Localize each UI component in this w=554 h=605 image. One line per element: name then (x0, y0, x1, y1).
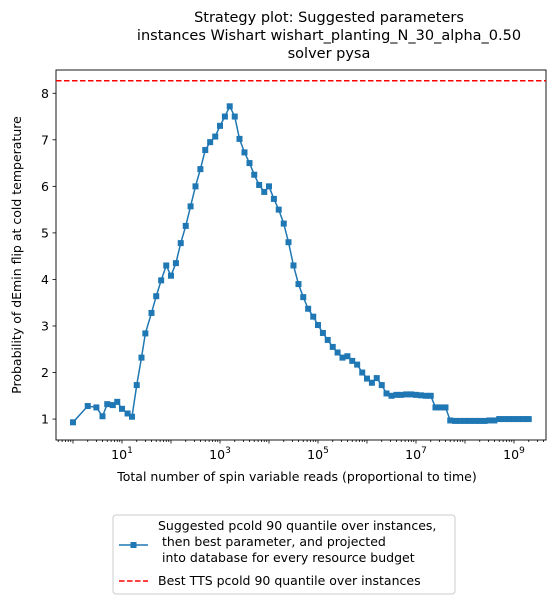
data-point-marker (526, 416, 532, 422)
data-point-marker (335, 350, 341, 356)
x-tick-label: 103 (209, 446, 231, 462)
data-point-marker (266, 183, 272, 189)
data-point-marker (207, 139, 213, 145)
data-point-marker (428, 393, 434, 399)
data-point-marker (300, 294, 306, 300)
y-tick-label: 3 (41, 318, 49, 333)
data-point-marker (148, 310, 154, 316)
y-tick-label: 8 (41, 86, 49, 101)
legend-series-marker (131, 542, 137, 548)
data-point-marker (246, 160, 252, 166)
data-point-marker (202, 147, 208, 153)
data-point-marker (93, 404, 99, 410)
data-point-marker (188, 203, 194, 209)
data-point-marker (359, 370, 365, 376)
y-tick-label: 6 (41, 179, 49, 194)
x-axis-ticks: 101 103 105 107 109 (58, 440, 543, 462)
data-point-marker (104, 401, 110, 407)
data-point-marker (173, 260, 179, 266)
x-tick-label: 105 (307, 446, 329, 462)
data-point-marker (442, 404, 448, 410)
data-point-marker (114, 399, 120, 405)
data-point-marker (197, 166, 203, 172)
data-point-marker (379, 382, 385, 388)
data-point-marker (320, 330, 326, 336)
y-tick-label: 4 (41, 272, 49, 287)
y-tick-label: 2 (41, 365, 49, 380)
data-point-marker (285, 239, 291, 245)
x-tick-label: 107 (405, 446, 427, 462)
data-point-marker (99, 413, 105, 419)
y-axis-label: Probability of dEmin flip at cold temper… (9, 116, 24, 394)
data-point-marker (271, 196, 277, 202)
data-point-marker (374, 375, 380, 381)
data-point-marker (290, 262, 296, 268)
data-point-marker (222, 114, 228, 120)
data-point-marker (227, 103, 233, 109)
data-point-marker (142, 330, 148, 336)
x-tick-label: 101 (111, 446, 133, 462)
data-point-marker (158, 277, 164, 283)
data-point-marker (183, 223, 189, 229)
legend-reference-label: Best TTS pcold 90 quantile over instance… (158, 573, 421, 588)
data-point-marker (70, 419, 76, 425)
data-point-marker (212, 134, 218, 140)
data-point-marker (281, 221, 287, 227)
data-point-marker (192, 183, 198, 189)
data-point-marker (315, 322, 321, 328)
legend: Suggested pcold 90 quantile over instanc… (113, 515, 455, 594)
y-axis-ticks: 1 2 3 4 5 6 7 8 (41, 86, 56, 427)
y-tick-label: 5 (41, 225, 49, 240)
data-point-marker (256, 182, 262, 188)
data-point-marker (232, 114, 238, 120)
data-point-marker (305, 306, 311, 312)
plot-area (56, 70, 546, 440)
data-point-marker (251, 172, 257, 178)
data-point-marker (310, 314, 316, 320)
x-axis-label: Total number of spin variable reads (pro… (116, 469, 477, 484)
data-point-marker (119, 406, 125, 412)
data-point-marker (261, 189, 267, 195)
chart-title-line-2: instances Wishart wishart_planting_N_30_… (137, 28, 521, 44)
data-point-marker (138, 355, 144, 361)
data-point-marker (178, 240, 184, 246)
chart-title-line-1: Strategy plot: Suggested parameters (194, 10, 464, 26)
data-point-marker (276, 207, 282, 213)
data-point-marker (330, 344, 336, 350)
series-layer (70, 103, 532, 425)
data-point-marker (85, 403, 91, 409)
y-tick-label: 1 (41, 412, 49, 427)
data-point-marker (153, 293, 159, 299)
data-point-marker (354, 362, 360, 368)
data-point-marker (236, 136, 242, 142)
data-point-marker (217, 123, 223, 129)
data-point-marker (168, 273, 174, 279)
chart-title-line-3: solver pysa (288, 46, 371, 62)
data-point-marker (325, 337, 331, 343)
x-tick-label: 109 (503, 446, 525, 462)
data-point-marker (134, 382, 140, 388)
y-tick-label: 7 (41, 132, 49, 147)
data-point-marker (163, 262, 169, 268)
data-point-marker (295, 281, 301, 287)
data-point-marker (241, 149, 247, 155)
series-line (73, 106, 529, 422)
data-point-marker (129, 414, 135, 420)
